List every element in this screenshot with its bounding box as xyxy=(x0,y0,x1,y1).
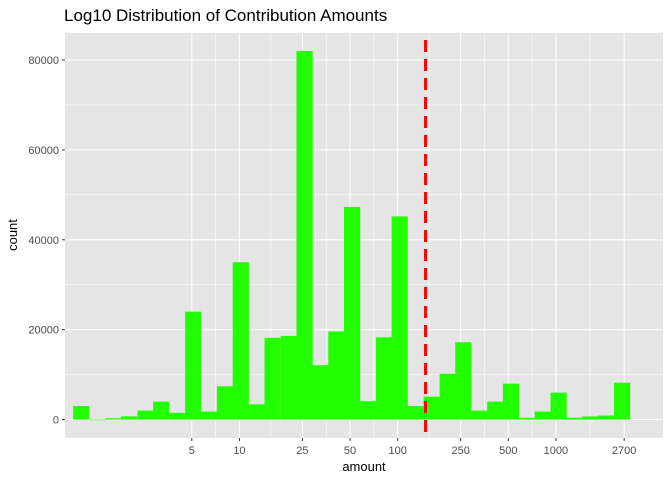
x-tick-label: 2700 xyxy=(612,445,636,457)
histogram-bar xyxy=(518,417,536,420)
histogram-bar xyxy=(550,392,567,420)
x-tick-label: 10 xyxy=(233,445,245,457)
x-tick-label: 25 xyxy=(296,445,308,457)
histogram-bar xyxy=(153,401,170,420)
histogram-bar xyxy=(375,337,393,420)
histogram-bar xyxy=(598,415,615,420)
histogram-bar xyxy=(391,216,408,420)
histogram-bar xyxy=(471,410,488,420)
x-axis: 5 10 25 50 100 250 500 1000 2700 xyxy=(189,438,636,457)
histogram-bar xyxy=(264,337,281,420)
minor-gridlines xyxy=(65,33,663,438)
histogram-bar xyxy=(423,396,440,420)
y-tick-label: 20000 xyxy=(28,325,59,337)
histogram-bar xyxy=(216,386,234,420)
histogram-bar xyxy=(89,419,106,421)
histogram-bar xyxy=(185,311,202,420)
histogram-bar xyxy=(137,410,154,420)
x-tick-label: 100 xyxy=(389,445,407,457)
histogram-bar xyxy=(614,382,631,420)
y-axis-title: count xyxy=(5,219,20,251)
histogram-bar xyxy=(582,416,599,420)
histogram-bar xyxy=(566,417,583,420)
histogram-bar xyxy=(502,383,520,420)
x-tick-label: 1000 xyxy=(544,445,568,457)
x-tick-label: 500 xyxy=(499,445,517,457)
histogram-bar xyxy=(328,331,345,420)
histogram-bar xyxy=(487,401,504,420)
histogram-bar xyxy=(455,342,472,420)
y-tick-label: 0 xyxy=(53,415,59,427)
histogram-bar xyxy=(407,406,424,420)
y-axis: 0 20000 40000 60000 80000 xyxy=(28,55,65,427)
histogram-bars xyxy=(73,50,631,421)
chart-title: Log10 Distribution of Contribution Amoun… xyxy=(64,6,388,25)
histogram-bar xyxy=(312,365,329,420)
histogram-bar xyxy=(105,418,122,420)
histogram-bar xyxy=(296,50,313,420)
x-tick-label: 250 xyxy=(451,445,469,457)
x-tick-label: 5 xyxy=(189,445,195,457)
histogram-bar xyxy=(343,206,361,420)
histogram-bar xyxy=(534,411,551,420)
x-tick-label: 50 xyxy=(344,445,356,457)
y-tick-label: 80000 xyxy=(28,55,59,67)
histogram-bar xyxy=(232,262,249,420)
x-axis-title: amount xyxy=(342,459,386,474)
histogram-bar xyxy=(439,373,456,420)
histogram-bar xyxy=(169,412,186,420)
histogram-bar xyxy=(73,406,90,420)
histogram-bar xyxy=(280,335,297,420)
plot-panel xyxy=(65,33,663,438)
histogram-bar xyxy=(201,411,218,420)
histogram-bar xyxy=(359,401,377,420)
histogram-bar xyxy=(248,404,266,420)
y-tick-label: 40000 xyxy=(28,235,59,247)
histogram-bar xyxy=(120,416,137,420)
y-tick-label: 60000 xyxy=(28,145,59,157)
